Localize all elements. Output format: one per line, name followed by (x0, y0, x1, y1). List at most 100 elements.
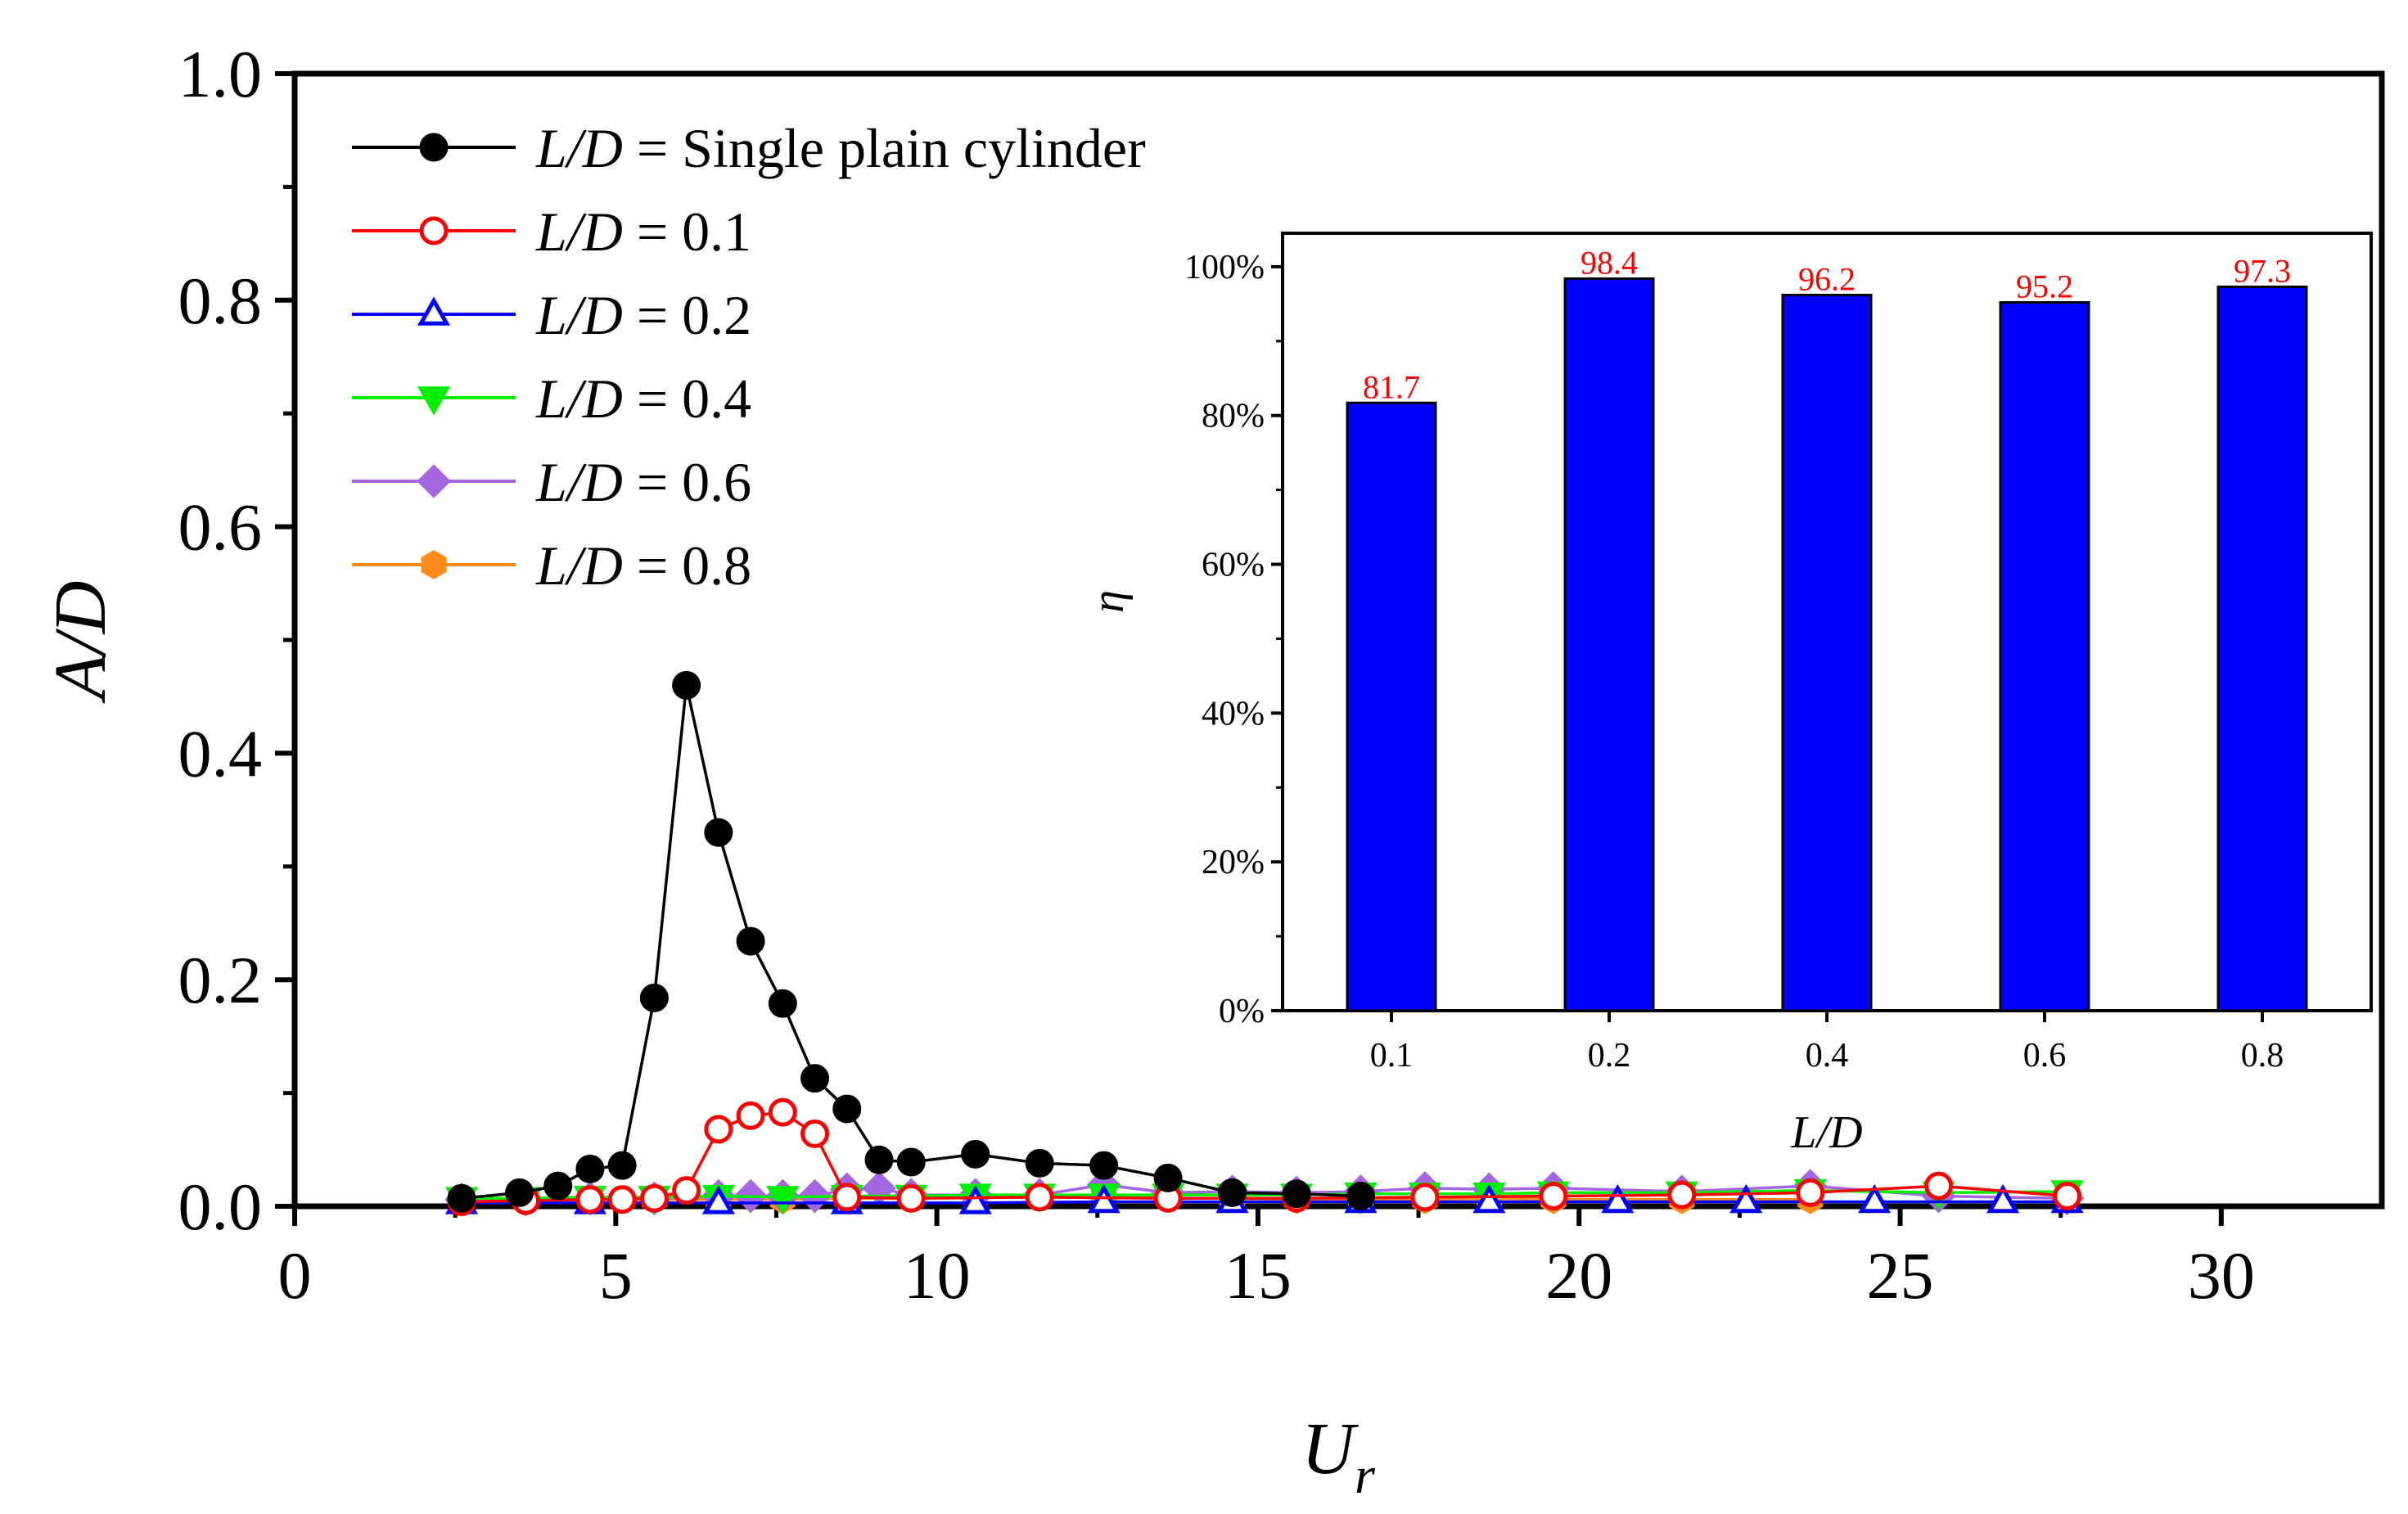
legend-marker (419, 133, 449, 162)
series-line (462, 1200, 2068, 1205)
x-tick-label: 5 (599, 1238, 633, 1313)
inset-x-tick-label: 0.1 (1370, 1037, 1414, 1075)
inset-bar (2216, 285, 2308, 1012)
inset-bar-value-label: 97.3 (2234, 252, 2291, 289)
data-point (736, 926, 765, 956)
legend-label-value: = Single plain cylinder (623, 117, 1146, 179)
legend-label-var: L/D (535, 451, 623, 513)
data-point (639, 1183, 669, 1213)
y-tick-label: 0.6 (178, 490, 263, 565)
main-y-axis: 0.0 0.2 0.4 0.6 0.8 1.0 (178, 37, 295, 1244)
y-tick-label: 0.0 (178, 1169, 263, 1244)
data-point (1410, 1183, 1440, 1212)
data-point (736, 1101, 765, 1130)
legend-label: L/D = 0.1 (535, 201, 751, 263)
inset-bar-value-label: 96.2 (1798, 260, 1856, 297)
inset-y-axis-title: η (1083, 590, 1134, 613)
data-point (958, 1185, 992, 1214)
data-point (1667, 1180, 1697, 1210)
series-layer (444, 670, 2085, 1217)
data-point (768, 1097, 797, 1127)
data-point (896, 1147, 926, 1177)
legend-label-value: = 0.1 (623, 201, 751, 263)
data-point (864, 1145, 894, 1174)
main-x-axis: 0 5 10 15 20 25 30 (278, 1206, 2255, 1313)
inset-x-tick-label: 0.4 (1806, 1037, 1849, 1075)
legend-label-var: L/D (535, 284, 623, 346)
inset-x-tick-label: 0.6 (2023, 1037, 2067, 1075)
data-point (1472, 1183, 1506, 1214)
data-point (543, 1171, 573, 1201)
legend-marker (417, 386, 451, 416)
data-point (1601, 1183, 1635, 1214)
series-1 (447, 670, 1375, 1213)
legend-label-value: = 0.8 (623, 534, 751, 597)
y-axis-title: A/D (40, 581, 121, 704)
data-point (447, 1183, 476, 1213)
data-point (704, 1115, 733, 1144)
x-tick-label: 15 (1224, 1238, 1292, 1313)
data-point (607, 1151, 637, 1180)
legend-label: L/D = 0.6 (535, 451, 751, 513)
inset-y-axis: 0% 20% 40% 60% 80% 100% (1184, 249, 1283, 1030)
inset-y-tick-label: 60% (1202, 547, 1265, 584)
x-axis-title-subscript: r (1355, 1446, 1376, 1504)
legend-label: L/D = 0.8 (535, 534, 751, 597)
legend-item: L/D = Single plain cylinder (352, 117, 1146, 179)
data-point (1025, 1148, 1054, 1178)
data-point (505, 1178, 534, 1207)
data-point (1025, 1183, 1054, 1212)
data-point (701, 1185, 735, 1214)
legend-label: L/D = 0.4 (535, 367, 751, 430)
data-point (832, 1094, 862, 1124)
data-point (1346, 1182, 1375, 1211)
legend-label-var: L/D (535, 117, 623, 179)
x-axis-title: Ur (1301, 1408, 1376, 1504)
data-point (672, 1176, 701, 1205)
x-axis-title-main: U (1301, 1408, 1359, 1489)
x-tick-label: 20 (1545, 1238, 1612, 1313)
inset-bar-value-label: 98.4 (1581, 244, 1638, 281)
x-tick-label: 10 (904, 1238, 971, 1313)
legend-marker (417, 296, 451, 326)
inset-bars: 81.7 98.4 96.2 95.2 97.3 (1346, 244, 2308, 1012)
legend-marker (421, 550, 447, 579)
inset-bar (1999, 301, 2090, 1012)
data-point (1218, 1178, 1247, 1207)
legend-label-var: L/D (535, 367, 623, 430)
data-point (766, 1186, 800, 1215)
inset-x-axis: 0.1 0.2 0.4 0.6 0.8 (1370, 1011, 2284, 1075)
data-point (575, 1185, 605, 1214)
inset-x-tick-label: 0.8 (2241, 1037, 2284, 1075)
data-point (1729, 1183, 1763, 1214)
y-tick-label: 0.4 (178, 716, 263, 791)
inset-y-tick-label: 40% (1202, 695, 1265, 732)
data-point (1539, 1182, 1568, 1211)
x-tick-label: 25 (1867, 1238, 1934, 1313)
data-point (768, 989, 797, 1018)
data-point (1153, 1163, 1183, 1192)
legend-label-var: L/D (535, 201, 623, 263)
inset-y-tick-label: 20% (1202, 844, 1265, 881)
y-tick-label: 0.2 (178, 943, 263, 1017)
inset-bar-value-label: 81.7 (1363, 368, 1420, 405)
main-chart: 0 5 10 15 20 25 30 0.0 0.2 0.4 0.6 0.8 1.0 A/D Ur L… (40, 37, 2385, 1504)
data-point (896, 1183, 926, 1213)
data-point (832, 1183, 862, 1212)
data-point (1089, 1151, 1119, 1180)
data-point (1087, 1183, 1121, 1214)
legend-item: L/D = 0.4 (352, 367, 751, 430)
data-point (1282, 1179, 1311, 1209)
legend-label-var: L/D (535, 534, 623, 597)
data-point (2053, 1182, 2082, 1211)
data-point (1924, 1171, 1954, 1201)
inset-bar-chart: 0%20%40%60%80%100% 81.798.4 96.2 95.2 97.3 … (1083, 232, 2373, 1158)
data-point (672, 670, 701, 700)
legend-item: L/D = 0.8 (352, 534, 751, 597)
y-tick-label: 0.8 (178, 264, 263, 338)
inset-bar (1563, 277, 1655, 1012)
legend-item: L/D = 0.2 (352, 284, 751, 346)
legend-marker (419, 216, 449, 246)
